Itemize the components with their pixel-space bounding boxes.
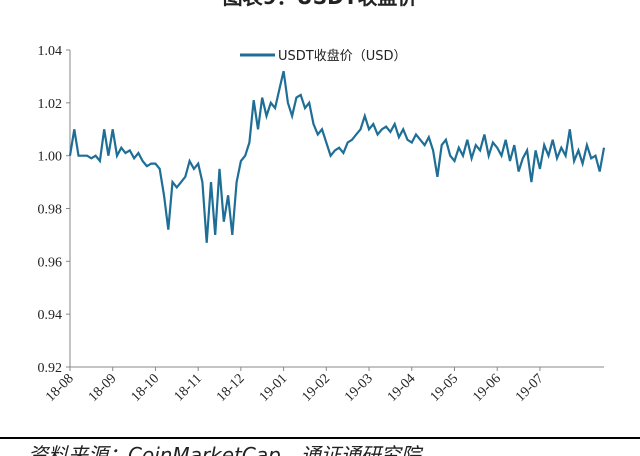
y-tick-label: 1.02 <box>38 97 63 112</box>
x-tick-label: 18-08 <box>43 371 77 405</box>
y-tick-label: 1.04 <box>38 44 63 59</box>
x-tick-label: 18-11 <box>172 371 205 404</box>
x-tick-label: 18-10 <box>129 371 163 405</box>
legend-label: USDT收盘价（USD） <box>278 48 407 64</box>
y-tick-label: 0.92 <box>38 361 63 376</box>
x-tick-label: 18-09 <box>86 371 120 405</box>
y-tick-label: 0.96 <box>38 255 63 270</box>
chart-title: 图表9：USDT收盘价 <box>223 0 419 9</box>
x-tick-label: 19-07 <box>513 371 547 405</box>
x-tick-label: 18-12 <box>214 371 248 405</box>
data-line <box>68 70 606 243</box>
x-tick-label: 19-03 <box>342 371 376 405</box>
x-tick-label: 19-01 <box>257 371 291 405</box>
x-tick-label: 19-06 <box>470 371 504 405</box>
x-tick-label: 19-04 <box>385 371 419 405</box>
source-note: 资料来源：CoinMarketCap，通证通研究院 <box>28 443 424 456</box>
x-tick-label: 19-02 <box>299 371 333 405</box>
x-tick-label: 19-05 <box>428 371 462 405</box>
y-tick-label: 1.00 <box>38 150 63 165</box>
y-tick-label: 0.98 <box>38 203 63 218</box>
y-tick-label: 0.94 <box>38 308 63 323</box>
